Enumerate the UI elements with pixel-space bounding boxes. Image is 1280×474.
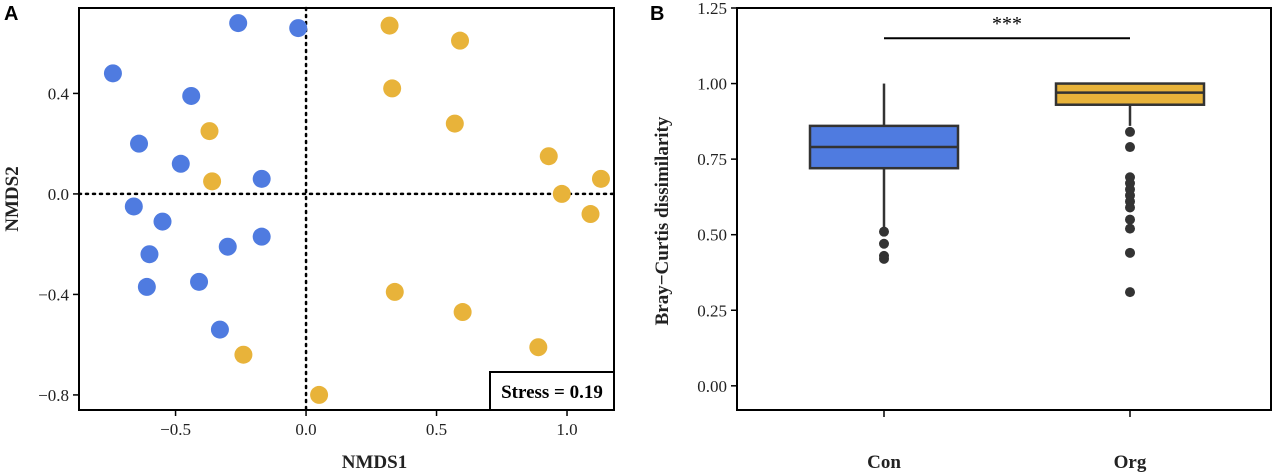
- outlier-point: [1125, 126, 1135, 137]
- scatter-point: [137, 277, 156, 296]
- x-tick-label: 1.0: [556, 420, 577, 439]
- panel-b-label: B: [650, 3, 664, 25]
- scatter-point: [451, 31, 470, 50]
- scatter-point: [383, 79, 402, 98]
- outlier-point: [1125, 214, 1135, 225]
- panel-a-label: A: [4, 3, 18, 25]
- y-tick-label: 0.25: [697, 301, 727, 320]
- outlier-point: [879, 238, 889, 249]
- x-category-label: Con: [867, 452, 901, 473]
- outlier-point: [1125, 202, 1135, 213]
- scatter-point: [203, 172, 222, 191]
- outlier-point: [1125, 247, 1135, 258]
- y-tick-label: 0.0: [48, 185, 69, 204]
- scatter-point: [182, 86, 201, 105]
- scatter-point: [252, 169, 271, 188]
- x-category-label: Org: [1114, 452, 1147, 473]
- scatter-point: [190, 272, 209, 291]
- outlier-point: [1125, 142, 1135, 153]
- panel-a-nmds-plot: A −0.5 0.0 0.5 1.0 −0.8 −0.4 0.0 0.4 NMDS1 NMDS2 S…: [2, 3, 616, 473]
- y-tick-label: 0.75: [697, 150, 727, 169]
- stress-annotation: Stress = 0.19: [501, 382, 603, 403]
- outlier-point: [879, 253, 889, 264]
- outlier-point: [1125, 287, 1135, 298]
- scatter-point: [445, 114, 464, 133]
- scatter-point: [130, 134, 149, 153]
- scatter-point: [252, 227, 271, 246]
- scatter-point: [552, 184, 571, 203]
- scatter-point: [210, 320, 229, 339]
- plot-frame: [78, 7, 615, 411]
- stress-box: [489, 371, 615, 411]
- y-tick-label: 1.00: [697, 75, 727, 94]
- y-tick-label: 0.50: [697, 226, 727, 245]
- outlier-point: [1125, 223, 1135, 234]
- box-iqr: [1054, 82, 1206, 106]
- scatter-point: [140, 245, 159, 264]
- scatter-point: [229, 14, 248, 33]
- scatter-point: [103, 64, 122, 83]
- y-tick-label: −0.8: [38, 386, 69, 405]
- scatter-point: [591, 169, 610, 188]
- outlier-point: [879, 226, 889, 237]
- x-tick-label: 0.0: [295, 420, 316, 439]
- scatter-point: [171, 154, 190, 173]
- scatter-point: [310, 385, 329, 404]
- y-axis-title: NMDS2: [2, 166, 23, 231]
- y-tick-label: 0.00: [697, 377, 727, 396]
- scatter-point: [380, 16, 399, 35]
- scatter-point: [529, 338, 548, 357]
- y-axis-title: Bray−Curtis dissimilarity: [652, 116, 673, 325]
- scatter-point: [218, 237, 237, 256]
- x-axis-title: NMDS1: [342, 452, 407, 473]
- x-tick-label: −0.5: [160, 420, 191, 439]
- scatter-point: [124, 197, 143, 216]
- y-tick-label: 1.25: [697, 0, 727, 18]
- panel-b-boxplot: B 0.00 0.25 0.50 0.75 1.00 1.25 Bray−Curtis di…: [650, 0, 1272, 473]
- scatter-point: [385, 282, 404, 301]
- scatter-point: [153, 212, 172, 231]
- y-tick-label: −0.4: [38, 285, 69, 304]
- plot-frame: [736, 7, 1272, 411]
- scatter-point: [289, 19, 308, 38]
- scatter-point: [200, 122, 219, 141]
- scatter-point: [539, 147, 558, 166]
- significance-label: ***: [992, 13, 1022, 35]
- scatter-point: [234, 345, 253, 364]
- scatter-point: [453, 303, 472, 322]
- scatter-point: [581, 205, 600, 224]
- x-tick-label: 0.5: [426, 420, 447, 439]
- y-tick-label: 0.4: [48, 84, 70, 103]
